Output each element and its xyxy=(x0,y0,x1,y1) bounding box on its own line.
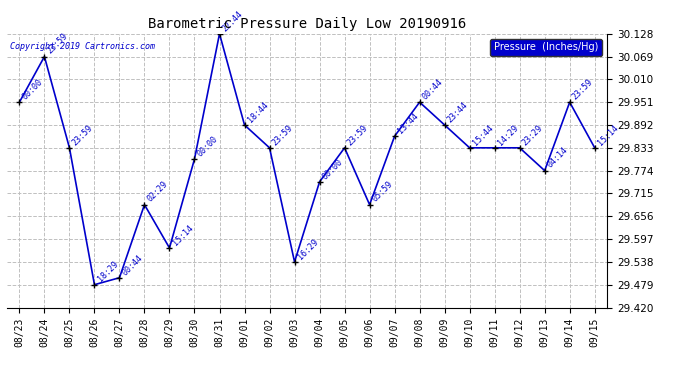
Text: 18:29: 18:29 xyxy=(96,260,120,284)
Text: 23:29: 23:29 xyxy=(521,123,545,147)
Text: 13:44: 13:44 xyxy=(396,111,420,135)
Text: 23:59: 23:59 xyxy=(571,77,595,101)
Legend: Pressure  (Inches/Hg): Pressure (Inches/Hg) xyxy=(490,39,602,56)
Text: 05:59: 05:59 xyxy=(371,180,395,204)
Text: 23:44: 23:44 xyxy=(446,100,470,124)
Text: 22:44: 22:44 xyxy=(221,9,245,33)
Text: 04:14: 04:14 xyxy=(546,146,570,170)
Text: 02:29: 02:29 xyxy=(146,180,170,204)
Text: 00:44: 00:44 xyxy=(421,77,445,101)
Text: 00:44: 00:44 xyxy=(121,253,145,277)
Text: 23:59: 23:59 xyxy=(70,123,95,147)
Text: 15:14: 15:14 xyxy=(170,223,195,247)
Title: Barometric Pressure Daily Low 20190916: Barometric Pressure Daily Low 20190916 xyxy=(148,17,466,31)
Text: 16:29: 16:29 xyxy=(296,237,320,261)
Text: 15:14: 15:14 xyxy=(596,123,620,147)
Text: Copyright 2019 Cartronics.com: Copyright 2019 Cartronics.com xyxy=(10,42,155,51)
Text: 00:00: 00:00 xyxy=(321,157,345,181)
Text: 00:00: 00:00 xyxy=(196,134,220,158)
Text: 23:59: 23:59 xyxy=(46,32,70,56)
Text: 00:00: 00:00 xyxy=(21,77,45,101)
Text: 14:29: 14:29 xyxy=(496,123,520,147)
Text: 23:59: 23:59 xyxy=(346,123,370,147)
Text: 15:44: 15:44 xyxy=(471,123,495,147)
Text: 23:59: 23:59 xyxy=(270,123,295,147)
Text: 18:44: 18:44 xyxy=(246,100,270,124)
